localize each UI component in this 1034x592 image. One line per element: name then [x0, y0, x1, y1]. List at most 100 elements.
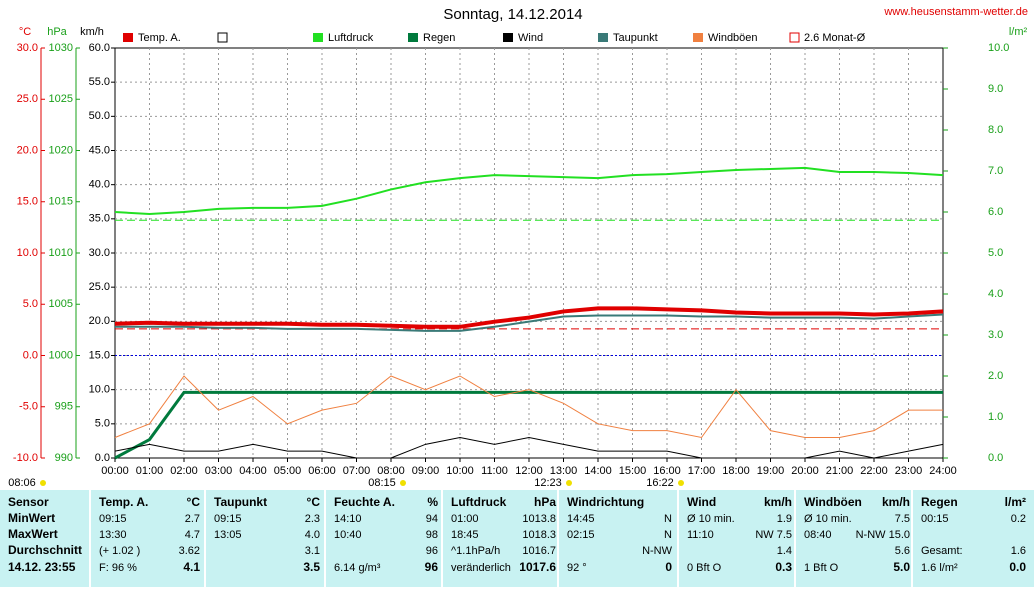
- y-tick-label: 25.0: [89, 281, 110, 293]
- cell-value: 4.7: [185, 529, 200, 541]
- cell-text: 00:15: [921, 513, 949, 525]
- cell-text: 10:40: [334, 529, 362, 541]
- pressure_axis-tick-label: 1025: [49, 93, 73, 105]
- y-tick-label: 40.0: [89, 179, 110, 191]
- y-tick-label: 55.0: [89, 76, 110, 88]
- cell-value: km/h: [764, 495, 792, 509]
- cell-text: 11:10: [687, 529, 714, 541]
- cell-text: 14:10: [334, 513, 362, 525]
- cell-value: 1.9: [777, 513, 792, 525]
- y2-tick-label: 10.0: [988, 42, 1009, 54]
- x-tick-label: 03:00: [205, 465, 233, 477]
- sun-time: 12:23: [534, 477, 562, 489]
- y-tick-label: 20.0: [89, 315, 110, 327]
- x-tick-label: 08:00: [377, 465, 405, 477]
- y2-tick-label: 5.0: [988, 247, 1003, 259]
- sun-marker: [40, 480, 46, 486]
- y-tick-label: 15.0: [89, 349, 110, 361]
- x-tick-label: 20:00: [791, 465, 819, 477]
- cell-text: Windböen: [804, 495, 862, 509]
- legend-label: Taupunkt: [613, 32, 658, 44]
- cell-value: 98: [426, 529, 438, 541]
- row-label: Sensor: [8, 495, 49, 509]
- x-tick-label: 22:00: [860, 465, 888, 477]
- y-tick-label: 10.0: [89, 384, 110, 396]
- temp_axis-tick-label: 30.0: [17, 42, 38, 54]
- sun-time: 16:22: [646, 477, 674, 489]
- cell-value: 2.3: [305, 513, 320, 525]
- series-line: [114, 436, 944, 459]
- cell-value: 1013.8: [522, 513, 556, 525]
- cell-value: N-NW: [642, 545, 673, 557]
- x-tick-label: 16:00: [653, 465, 681, 477]
- cell-value: 94: [426, 513, 438, 525]
- temp_axis-tick-label: -5.0: [19, 401, 38, 413]
- cell-text: 92 °: [567, 562, 587, 574]
- cell-text: 09:15: [214, 513, 242, 525]
- sun-time: 08:15: [368, 477, 396, 489]
- pressure_axis-tick-label: 990: [55, 452, 73, 464]
- x-tick-label: 01:00: [136, 465, 164, 477]
- series-line: [115, 313, 944, 332]
- x-tick-label: 06:00: [308, 465, 336, 477]
- x-tick-label: 02:00: [170, 465, 198, 477]
- cell-text: 1.6 l/m²: [921, 562, 958, 574]
- cell-value: 5.6: [895, 545, 910, 557]
- y2-tick-label: 3.0: [988, 329, 1003, 341]
- cell-text: 13:05: [214, 529, 242, 541]
- y2-tick-label: 0.0: [988, 452, 1003, 464]
- legend-label: Regen: [423, 32, 455, 44]
- cell-value: hPa: [534, 495, 556, 509]
- cell-text: 6.14 g/m³: [334, 562, 381, 574]
- legend-swatch: [789, 32, 800, 43]
- y2-tick-label: 6.0: [988, 206, 1003, 218]
- cell-text: Ø 10 min.: [687, 513, 735, 525]
- cell-value: l/m²: [1005, 495, 1026, 509]
- cell-value: 96: [426, 545, 438, 557]
- pressure_axis-tick-label: 1010: [49, 247, 73, 259]
- cell-text: Temp. A.: [99, 495, 148, 509]
- cell-value: 3.62: [179, 545, 200, 557]
- row-label: MinWert: [8, 511, 55, 525]
- cell-value: 0.2: [1011, 513, 1026, 525]
- x-tick-label: 00:00: [101, 465, 129, 477]
- cell-text: 1 Bft O: [804, 562, 839, 574]
- legend-label: Windböen: [708, 32, 758, 44]
- legend-swatch: [123, 33, 133, 42]
- x-tick-label: 14:00: [584, 465, 612, 477]
- pressure-axis-unit: hPa: [47, 26, 67, 38]
- y2-axis-unit: l/m²: [1009, 26, 1028, 38]
- cell-text: 09:15: [99, 513, 127, 525]
- y2-tick-label: 9.0: [988, 83, 1003, 95]
- cell-text: 01:00: [451, 513, 479, 525]
- cell-value: 0.3: [775, 560, 792, 574]
- cell-value: °C: [187, 495, 201, 509]
- pressure_axis-tick-label: 1020: [49, 144, 73, 156]
- x-tick-label: 04:00: [239, 465, 267, 477]
- cell-text: F: 96 %: [99, 562, 137, 574]
- legend-swatch: [408, 33, 418, 42]
- series-line: [114, 166, 944, 216]
- series-line: [114, 390, 943, 460]
- y-tick-label: 35.0: [89, 213, 110, 225]
- cell-value: 4.1: [183, 560, 200, 574]
- x-tick-label: 10:00: [446, 465, 474, 477]
- y2-tick-label: 4.0: [988, 288, 1003, 300]
- x-tick-label: 12:00: [515, 465, 543, 477]
- cell-value: 3.1: [305, 545, 320, 557]
- x-tick-label: 18:00: [722, 465, 750, 477]
- cell-value: 1017.6: [519, 560, 556, 574]
- x-tick-label: 11:00: [481, 465, 508, 477]
- x-tick-label: 21:00: [826, 465, 854, 477]
- sun-marker: [678, 480, 684, 486]
- legend-label: Wind: [518, 32, 543, 44]
- legend-swatch: [313, 33, 323, 42]
- pressure_axis-tick-label: 1005: [49, 298, 73, 310]
- y2-tick-label: 8.0: [988, 124, 1003, 136]
- y-tick-label: 5.0: [95, 418, 110, 430]
- y-tick-label: 30.0: [89, 247, 110, 259]
- cell-value: N: [664, 513, 672, 525]
- temp_axis-tick-label: 25.0: [17, 93, 38, 105]
- cell-value: NW 7.5: [755, 529, 792, 541]
